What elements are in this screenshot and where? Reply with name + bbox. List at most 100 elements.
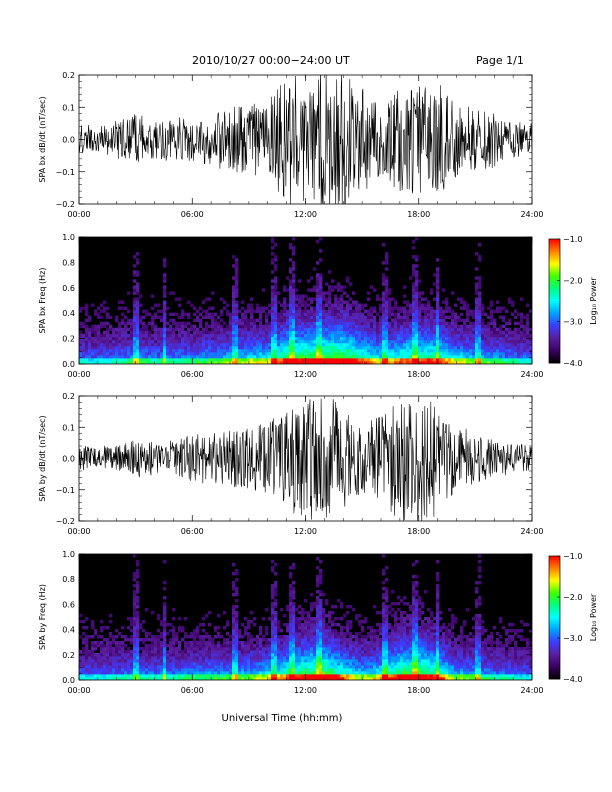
spectrogram-cell <box>229 348 233 353</box>
spectrogram-cell <box>205 614 209 618</box>
spectrogram-cell <box>475 306 479 310</box>
spectrogram-cell <box>325 324 329 329</box>
spectrogram-cell <box>319 677 323 680</box>
spectrogram-cell <box>280 665 284 669</box>
spectrogram-cell <box>478 318 482 323</box>
spectrogram-cell <box>265 357 269 362</box>
spectrogram-cell <box>319 354 323 359</box>
spectrogram-cell <box>142 324 146 329</box>
spectrogram-cell <box>313 342 317 347</box>
spectrogram-cell <box>289 629 293 633</box>
spectrogram-cell <box>316 282 320 286</box>
spectrogram-cell <box>430 351 434 356</box>
spectrogram-cell <box>424 315 428 320</box>
spectrogram-cell <box>493 324 497 329</box>
spectrogram-cell <box>313 641 317 645</box>
spectrogram-cell <box>118 354 122 359</box>
spectrogram-cell <box>244 348 248 353</box>
spectrogram-cell <box>211 330 215 335</box>
spectrogram-cell <box>370 333 374 338</box>
spectrogram-cell <box>112 650 116 654</box>
spectrogram-cell <box>478 276 482 280</box>
spectrogram-cell <box>235 336 239 341</box>
spectrogram-cell <box>133 321 137 326</box>
spectrogram-cell <box>421 297 425 301</box>
spectrogram-cell <box>106 653 110 657</box>
spectrogram-cell <box>136 312 140 317</box>
spectrogram-cell <box>223 611 227 615</box>
spectrogram-cell <box>136 318 140 323</box>
spectrogram-cell <box>259 333 263 338</box>
spectrogram-cell <box>310 330 314 335</box>
spectrogram-cell <box>505 321 509 326</box>
spectrogram-cell <box>520 351 524 356</box>
spectrogram-cell <box>310 629 314 633</box>
spectrogram-cell <box>352 345 356 350</box>
spectrogram-cell <box>235 321 239 326</box>
colorbar-segment <box>549 305 560 308</box>
spectrogram-cell <box>394 345 398 350</box>
spectrogram-cell <box>409 333 413 338</box>
spectrogram-cell <box>274 330 278 335</box>
spectrogram-cell <box>340 333 344 338</box>
spectrogram-cell <box>94 351 98 356</box>
spectrogram-cell <box>427 345 431 350</box>
spectrogram-cell <box>514 315 518 320</box>
spectrogram-cell <box>166 339 170 344</box>
spectrogram-cell <box>283 318 287 323</box>
spectrogram-cell <box>235 285 239 289</box>
spectrogram-cell <box>226 336 230 341</box>
spectrogram-cell <box>289 315 293 320</box>
spectrogram-cell <box>142 671 146 675</box>
spectrogram-cell <box>331 303 335 307</box>
spectrogram-cell <box>451 315 455 320</box>
spectrogram-cell <box>322 650 326 654</box>
spectrogram-cell <box>211 360 215 364</box>
spectrogram-cell <box>292 276 296 280</box>
spectrogram-cell <box>202 315 206 320</box>
spectrogram-cell <box>364 330 368 335</box>
spectrogram-cell <box>175 671 179 675</box>
spectrogram-cell <box>319 629 323 633</box>
spectrogram-cell <box>466 357 470 362</box>
spectrogram-cell <box>163 258 167 262</box>
spectrogram-cell <box>298 665 302 669</box>
spectrogram-cell <box>298 653 302 657</box>
spectrogram-cell <box>451 330 455 335</box>
spectrogram-cell <box>286 330 290 335</box>
spectrogram-cell <box>343 318 347 323</box>
spectrogram-cell <box>229 321 233 326</box>
colorbar-frame <box>548 238 561 364</box>
spectrogram-cell <box>295 324 299 329</box>
spectrogram-cell <box>130 659 134 663</box>
spectrogram-cell <box>349 306 353 310</box>
spectrogram-cell <box>322 360 326 364</box>
spectrogram-cell <box>91 330 95 335</box>
colorbar-segment <box>549 296 560 300</box>
spectrogram-cell <box>292 354 296 359</box>
spectrogram-cell <box>202 635 206 639</box>
spectrogram-cell <box>403 300 407 304</box>
spectrogram-cell <box>496 333 500 338</box>
spectrogram-cell <box>250 650 254 654</box>
spectrogram-cell <box>427 339 431 344</box>
spectrogram-cell <box>181 342 185 347</box>
spectrogram-cell <box>133 333 137 338</box>
spectrogram-cell <box>205 357 209 362</box>
x-tick-label: 06:00 <box>181 370 204 379</box>
spectrogram-cell <box>346 318 350 323</box>
spectrogram-cell <box>292 312 296 317</box>
spectrogram-cell <box>142 677 146 680</box>
spectrogram-cell <box>502 357 506 362</box>
spectrogram-cell <box>469 342 473 347</box>
spectrogram-cell <box>181 671 185 675</box>
spectrogram-cell <box>499 324 503 329</box>
spectrogram-cell <box>277 668 281 672</box>
spectrogram-cell <box>289 575 293 579</box>
spectrogram-cell <box>265 677 269 680</box>
spectrogram-cell <box>478 303 482 307</box>
spectrogram-cell <box>181 668 185 672</box>
spectrogram-cell <box>148 644 152 648</box>
spectrogram-cell <box>310 650 314 654</box>
spectrogram-cell <box>271 294 275 298</box>
